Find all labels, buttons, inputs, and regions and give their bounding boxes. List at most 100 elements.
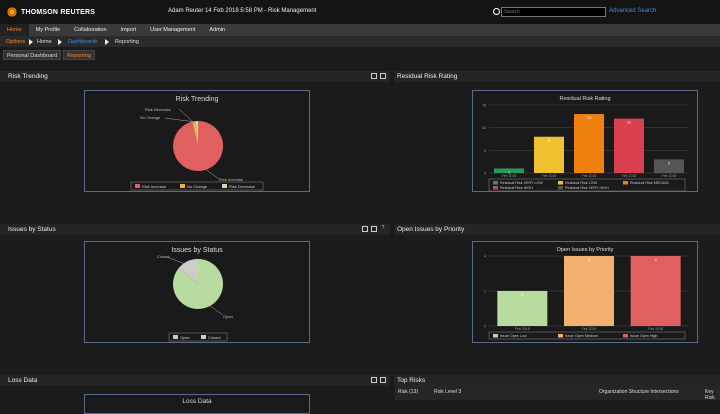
data-label: 4 — [655, 258, 657, 262]
dashboard-tabs: Personal Dashboard Reporting — [0, 50, 96, 61]
minimize-icon[interactable] — [371, 226, 377, 232]
expand-icon[interactable] — [371, 73, 377, 79]
legend-label: Closed — [208, 335, 220, 340]
breadcrumb: Options Home Dashboards Reporting — [0, 36, 720, 47]
nav-user-management[interactable]: User Management — [150, 27, 196, 33]
pie-label: Risk Decrease — [145, 107, 172, 112]
panel-title: Top Risks — [397, 377, 426, 384]
legend-swatch — [173, 335, 178, 339]
tab-personal-dashboard[interactable]: Personal Dashboard — [3, 50, 62, 60]
nav-admin[interactable]: Admin — [209, 27, 225, 33]
search-input[interactable] — [501, 7, 606, 17]
column-header-risk-level[interactable]: Risk Level 3 — [434, 389, 462, 395]
breadcrumb-home[interactable]: Home — [37, 38, 52, 45]
legend-label: Residual Risk VERY LOW — [500, 181, 543, 185]
panel-title: Residual Risk Rating — [397, 73, 458, 80]
user-title: Adam Reuter 14 Feb 2018 5:58 PM - Risk M… — [168, 8, 317, 14]
legend-swatch — [493, 186, 498, 190]
panel-header: Top Risks — [394, 375, 720, 386]
expand-icon[interactable] — [371, 377, 377, 383]
legend-swatch — [201, 335, 206, 339]
nav-collaboration[interactable]: Collaboration — [74, 27, 107, 33]
legend-swatch — [558, 181, 563, 185]
panel-issues-by-status: Issues by Status ? Issues by Status Clos… — [0, 224, 390, 371]
logo-icon — [6, 6, 18, 18]
pie-label: Risk Increase — [219, 177, 244, 182]
bar — [654, 159, 684, 173]
chart-issues-by-status: Issues by Status Closed Open Open Closed — [84, 241, 310, 343]
legend-label: Issue Open Low — [500, 334, 527, 338]
pie-slice-closed[interactable] — [178, 259, 198, 284]
legend-swatch — [222, 184, 227, 188]
column-header-key-risk[interactable]: Key Risk — [705, 389, 715, 401]
y-tick-label: 0 — [484, 325, 486, 329]
legend-swatch — [623, 181, 628, 185]
breadcrumb-dashboards[interactable]: Dashboards — [68, 38, 98, 45]
pie-slice-risk-increase[interactable] — [173, 120, 224, 171]
breadcrumb-options[interactable]: Options — [6, 38, 25, 45]
panel-title: Open Issues by Priority — [397, 226, 465, 233]
expand-icon[interactable] — [362, 226, 368, 232]
chart-residual-risk-rating: Residual Risk Rating 15 10 5 0 1 Feb 2018 8 Feb … — [472, 90, 698, 192]
legend-label: Residual Risk VERY HIGH — [565, 186, 609, 190]
panel-title: Risk Trending — [8, 73, 48, 80]
minimize-icon[interactable] — [380, 377, 386, 383]
logo[interactable]: THOMSON REUTERS — [6, 6, 95, 18]
legend-label: Residual Risk MEDIUM — [630, 181, 669, 185]
column-header-org-structure[interactable]: Organization Structure Intersections — [599, 389, 679, 395]
chart-title: Risk Trending — [176, 96, 219, 103]
y-tick-label: 15 — [482, 104, 486, 108]
nav-my-profile[interactable]: My Profile — [35, 27, 61, 33]
x-tick-label: Feb 2018 — [515, 327, 530, 331]
data-label: 13 — [587, 116, 591, 120]
minimize-icon[interactable] — [380, 73, 386, 79]
pie-slice-open[interactable] — [173, 259, 224, 309]
panel-header: Residual Risk Rating — [394, 71, 720, 82]
legend-box — [168, 332, 228, 342]
panel-header: Issues by Status ? — [0, 224, 390, 235]
panel-risk-trending: Risk Trending Risk Trending Risk Decreas… — [0, 71, 390, 222]
panel-header: Open Issues by Priority — [394, 224, 720, 235]
top-bar: THOMSON REUTERS Adam Reuter 14 Feb 2018 … — [0, 0, 720, 24]
bar — [630, 256, 681, 326]
data-label: 4 — [588, 258, 590, 262]
help-icon[interactable]: ? — [381, 225, 385, 231]
data-label: 3 — [668, 161, 670, 165]
bar — [534, 136, 564, 173]
pie-slice-risk-decrease[interactable] — [195, 120, 198, 146]
column-header-risk[interactable]: Risk (13) — [398, 389, 419, 395]
legend-label: Risk Increase — [142, 184, 167, 189]
panel-open-issues-by-priority: Open Issues by Priority Open Issues by P… — [394, 224, 720, 371]
nav-home[interactable]: Home — [0, 24, 29, 36]
bar — [497, 291, 548, 326]
bar — [494, 168, 524, 173]
leader-line — [178, 108, 194, 123]
pie-label: Closed — [157, 254, 169, 259]
leader-line — [164, 117, 196, 123]
chart-title: Issues by Status — [171, 247, 223, 254]
pie-slice-no-change[interactable] — [192, 121, 198, 146]
logo-text: THOMSON REUTERS — [21, 8, 96, 16]
data-label: 12 — [627, 121, 631, 125]
chart-title: Residual Risk Rating — [559, 96, 610, 102]
breadcrumb-arrow-icon — [29, 39, 33, 45]
nav-import[interactable]: Import — [120, 27, 137, 33]
tab-reporting[interactable]: Reporting — [63, 50, 96, 60]
bar — [574, 114, 604, 173]
search-icon[interactable] — [493, 8, 500, 15]
panel-title: Issues by Status — [8, 226, 56, 233]
main-nav: Home My Profile Collaboration Import Use… — [0, 24, 720, 36]
panel-title: Loss Data — [8, 377, 38, 384]
x-tick-label: Feb 2018 — [542, 174, 557, 178]
x-tick-label: Feb 2018 — [502, 174, 517, 178]
advanced-search-link[interactable]: Advanced Search — [609, 8, 657, 14]
legend-label: Residual Risk HIGH — [500, 186, 533, 190]
x-tick-label: Feb 2018 — [648, 327, 663, 331]
leader-line — [209, 305, 224, 316]
panel-header: Risk Trending — [0, 71, 390, 82]
legend-swatch — [180, 184, 185, 188]
y-tick-label: 2 — [484, 290, 486, 294]
legend-swatch — [493, 181, 498, 185]
x-tick-label: Feb 2018 — [582, 327, 597, 331]
